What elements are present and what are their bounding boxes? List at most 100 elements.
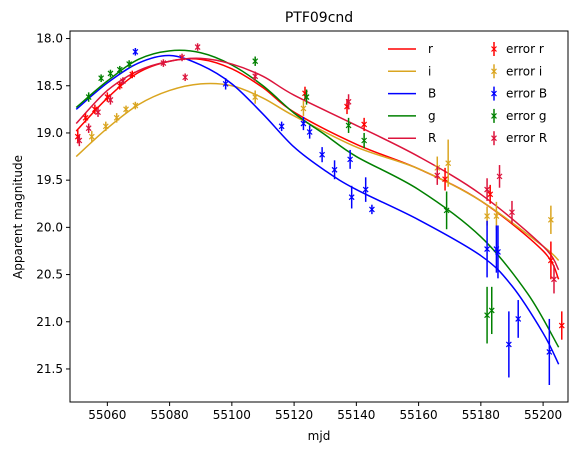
data-point-marker (546, 349, 553, 355)
error-series-error-i (88, 90, 554, 234)
data-point-marker (252, 58, 259, 65)
data-point-marker (331, 166, 338, 173)
model-curve-i (75, 82, 560, 261)
data-point-marker (85, 125, 92, 132)
x-tick: 55060 (88, 402, 126, 422)
data-point-marker (487, 191, 494, 198)
data-point-marker (362, 186, 369, 193)
data-point-marker (300, 120, 307, 127)
y-tick: 20.5 (36, 268, 70, 282)
data-point-marker (547, 257, 554, 264)
data-point-marker (252, 73, 259, 80)
legend-marker (491, 112, 497, 119)
chart-title: PTF09cnd (285, 10, 353, 26)
x-tick-label: 55100 (213, 408, 251, 422)
data-point-marker (547, 216, 554, 223)
legend-marker (491, 135, 497, 142)
legend-label-R: R (428, 131, 436, 145)
data-point-marker (551, 276, 557, 283)
data-point-marker (319, 151, 326, 158)
x-tick: 55180 (462, 402, 500, 422)
legend-marker (491, 90, 497, 97)
x-tick-label: 55060 (88, 408, 126, 422)
data-point-marker (179, 54, 185, 61)
data-point-marker (443, 207, 450, 214)
data-point-marker (434, 172, 441, 179)
data-point-marker (303, 94, 310, 101)
data-point-marker (107, 70, 114, 77)
x-tick-label: 55120 (275, 408, 313, 422)
legend-label-r: r (428, 42, 433, 56)
x-tick: 55100 (213, 402, 251, 422)
y-tick: 20.0 (36, 220, 70, 234)
data-point-marker (495, 248, 501, 255)
y-tick-label: 21.5 (36, 362, 63, 376)
error-series-error-r (74, 70, 565, 340)
data-point-marker (160, 60, 167, 67)
data-point-marker (442, 176, 448, 183)
data-point-marker (484, 213, 490, 219)
x-tick-label: 55080 (151, 408, 189, 422)
data-point-marker (194, 44, 201, 50)
x-tick-label: 55200 (524, 408, 562, 422)
data-point-marker (82, 114, 89, 121)
y-tick-label: 19.5 (36, 173, 63, 187)
data-point-marker (182, 74, 189, 81)
data-point-marker (102, 123, 109, 130)
y-tick: 21.5 (36, 362, 70, 376)
data-point-marker (484, 246, 490, 252)
x-tick: 55160 (400, 402, 438, 422)
data-point-marker (98, 75, 105, 82)
data-point-marker (85, 94, 92, 101)
data-point-marker (345, 98, 352, 105)
data-point-marker (300, 105, 307, 112)
y-tick-label: 19.0 (36, 126, 63, 140)
data-point-marker (368, 206, 375, 213)
data-point-marker (484, 312, 490, 319)
legend-marker (491, 46, 497, 52)
x-tick-label: 55160 (400, 408, 438, 422)
data-point-marker (484, 186, 490, 193)
x-axis-label: mjd (308, 429, 331, 443)
data-point-marker (116, 82, 123, 89)
legend-label-g: g (428, 109, 436, 123)
data-point-marker (488, 307, 495, 314)
x-tick: 55080 (151, 402, 189, 422)
data-point-marker (496, 173, 503, 180)
plot-area: 55060 55080 55100 55120 55140 55160 55180 55200… (36, 30, 569, 422)
data-point-marker (361, 121, 368, 128)
y-tick-label: 20.5 (36, 268, 63, 282)
data-point-marker (126, 61, 133, 67)
data-point-marker (107, 96, 114, 103)
y-axis-label: Apparent magnitude (11, 155, 25, 279)
data-point-marker (88, 133, 95, 140)
legend-label-error-i: error i (506, 64, 542, 78)
y-tick: 19.0 (36, 126, 70, 140)
data-point-marker (558, 322, 565, 329)
data-point-marker (278, 123, 285, 130)
y-tick-label: 20.0 (36, 220, 63, 234)
data-point-marker (116, 66, 123, 73)
data-point-marker (113, 114, 120, 121)
data-point-marker (76, 137, 83, 144)
error-series-error-R (76, 43, 557, 294)
data-point-marker (252, 94, 259, 101)
y-tick-label: 18.5 (36, 79, 63, 93)
data-point-marker (306, 129, 313, 135)
legend-label-error-g: error g (506, 109, 546, 123)
legend-label-B: B (428, 87, 436, 101)
y-tick: 21.0 (36, 315, 70, 329)
error-series-error-B (132, 47, 553, 386)
plot-frame (69, 30, 569, 403)
data-point-marker (345, 122, 352, 129)
y-tick-label: 18.0 (36, 32, 63, 46)
data-point-marker (347, 156, 354, 163)
legend-marker (491, 68, 497, 75)
data-point-marker (119, 78, 126, 84)
plot-content (74, 43, 565, 386)
model-curve-B (75, 54, 560, 365)
data-point-marker (132, 48, 139, 55)
